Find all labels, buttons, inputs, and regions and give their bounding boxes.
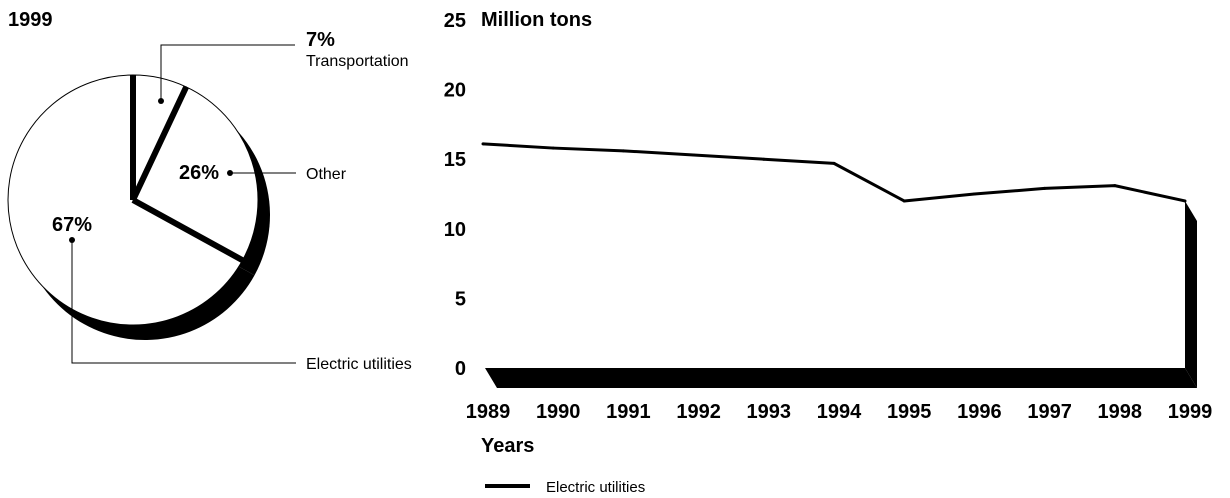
area-chart	[481, 142, 1197, 388]
data-point-1991	[621, 149, 625, 153]
y-tick-label-25: 25	[444, 10, 466, 32]
y-tick-label-0: 0	[455, 358, 466, 380]
data-point-1990	[551, 146, 555, 150]
pie-chart	[7, 74, 270, 340]
y-tick-label-5: 5	[455, 288, 466, 310]
series-line-electric-utilities	[482, 142, 1186, 203]
leader-line-transportation	[160, 44, 295, 101]
legend: Electric utilities	[485, 479, 645, 496]
x-axis-ticks: 1989 1990 1991 1992 1993 1994 1995 1996 1997 1998…	[466, 401, 1213, 423]
data-point-1999	[1183, 199, 1187, 203]
y-axis-ticks: 0 5 10 15 20 25	[444, 10, 466, 380]
pie-title: 1999	[8, 9, 53, 31]
x-tick-label-1999: 1999	[1168, 401, 1213, 423]
pie-slice-electric-utilities	[7, 74, 244, 326]
x-tick-label-1998: 1998	[1098, 401, 1143, 423]
leader-line-electric-utilities	[71, 240, 296, 364]
slice-value-label-electric-utilities: 67%	[52, 214, 92, 236]
slice-value-label-transportation: 7%	[306, 29, 335, 51]
pie-annotations: 7% Transportation 26% Other 67% Electric…	[52, 29, 412, 373]
data-point-1995	[902, 199, 906, 203]
line-chart-title: Million tons	[481, 9, 592, 31]
y-tick-label-10: 10	[444, 219, 466, 241]
x-tick-label-1989: 1989	[466, 401, 511, 423]
data-point-1993	[762, 157, 766, 161]
x-tick-label-1995: 1995	[887, 401, 932, 423]
data-point-1992	[692, 153, 696, 157]
x-tick-label-1996: 1996	[957, 401, 1002, 423]
x-tick-label-1992: 1992	[676, 401, 721, 423]
area-floor-extrusion	[485, 368, 1197, 388]
x-tick-label-1993: 1993	[747, 401, 792, 423]
slice-category-label-other: Other	[306, 166, 347, 183]
x-tick-label-1994: 1994	[817, 401, 862, 423]
x-tick-label-1990: 1990	[536, 401, 581, 423]
data-point-1997	[1043, 186, 1047, 190]
data-point-1989	[481, 142, 485, 146]
slice-value-label-other: 26%	[179, 162, 219, 184]
data-point-1998	[1113, 184, 1117, 188]
leader-dot-other	[227, 170, 233, 176]
slice-category-label-electric-utilities: Electric utilities	[306, 356, 412, 373]
leader-dot-transportation	[158, 98, 164, 104]
slice-category-label-transportation: Transportation	[306, 53, 409, 70]
pie-separator-other	[130, 85, 189, 202]
x-axis-label: Years	[481, 435, 534, 457]
data-point-1996	[972, 192, 976, 196]
legend-label-electric-utilities: Electric utilities	[546, 479, 645, 496]
leader-dot-electric-utilities	[69, 237, 75, 243]
x-tick-label-1991: 1991	[606, 401, 651, 423]
x-tick-label-1997: 1997	[1027, 401, 1072, 423]
y-tick-label-20: 20	[444, 80, 466, 102]
pie-separator-electric-utilities	[131, 197, 244, 263]
data-point-1994	[832, 161, 836, 165]
area-side-extrusion	[1185, 200, 1197, 388]
y-tick-label-15: 15	[444, 149, 466, 171]
